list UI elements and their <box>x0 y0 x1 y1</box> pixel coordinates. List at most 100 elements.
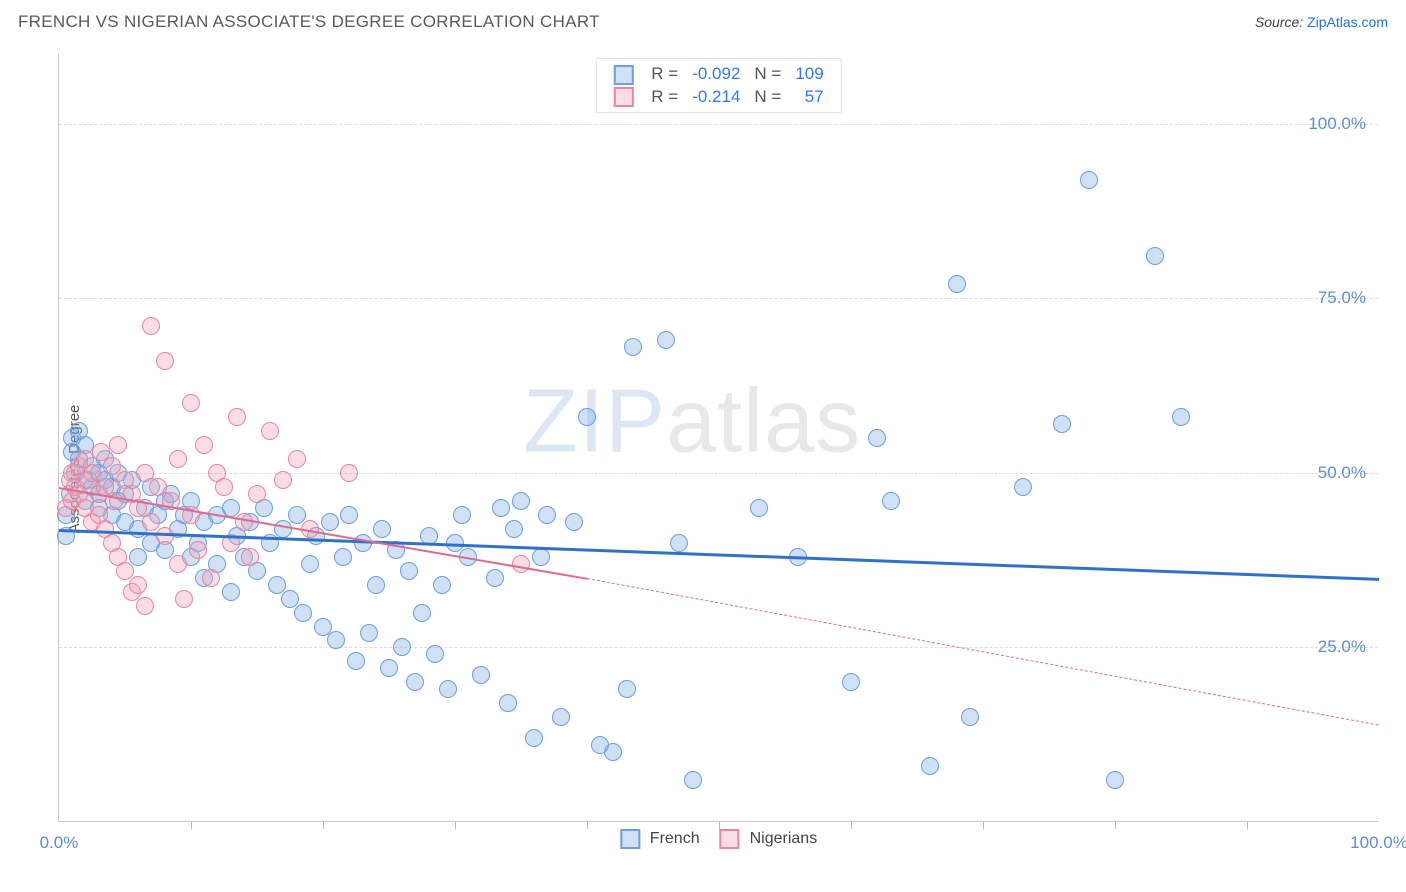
ytick-label: 75.0% <box>1318 288 1366 308</box>
data-point-french <box>618 680 636 698</box>
stat-N-value: 109 <box>788 63 830 86</box>
data-point-nigerians <box>182 394 200 412</box>
ytick-label: 100.0% <box>1308 114 1366 134</box>
ytick-label: 25.0% <box>1318 637 1366 657</box>
data-point-french <box>129 548 147 566</box>
chart-source: Source: ZipAtlas.com <box>1255 14 1388 30</box>
data-point-french <box>961 708 979 726</box>
watermark-rest: atlas <box>666 372 861 472</box>
stat-R-label: R = <box>644 63 685 86</box>
data-point-french <box>842 673 860 691</box>
data-point-french <box>347 652 365 670</box>
gridline-h <box>59 124 1378 125</box>
data-point-french <box>360 624 378 642</box>
data-point-french <box>373 520 391 538</box>
data-point-nigerians <box>136 597 154 615</box>
data-point-french <box>882 492 900 510</box>
data-point-french <box>684 771 702 789</box>
legend-stats: R =-0.092N =109R =-0.214N =57 <box>595 58 841 113</box>
data-point-french <box>512 492 530 510</box>
data-point-french <box>948 275 966 293</box>
data-point-french <box>400 562 418 580</box>
data-point-french <box>439 680 457 698</box>
data-point-nigerians <box>228 408 246 426</box>
legend-series: French Nigerians <box>620 829 817 849</box>
data-point-french <box>532 548 550 566</box>
data-point-nigerians <box>248 485 266 503</box>
legend-series-item: Nigerians <box>720 829 818 849</box>
xtick-mark <box>719 821 720 829</box>
data-point-nigerians <box>142 317 160 335</box>
data-point-french <box>222 583 240 601</box>
xtick-mark <box>983 821 984 829</box>
data-point-french <box>472 666 490 684</box>
data-point-french <box>1146 247 1164 265</box>
data-point-french <box>492 499 510 517</box>
data-point-nigerians <box>288 450 306 468</box>
xtick-mark <box>455 821 456 829</box>
data-point-french <box>868 429 886 447</box>
data-point-french <box>380 659 398 677</box>
chart-container: Associate's Degree ZIPatlas R =-0.092N =… <box>0 46 1406 892</box>
data-point-french <box>486 569 504 587</box>
data-point-french <box>393 638 411 656</box>
data-point-french <box>670 534 688 552</box>
xtick-mark <box>191 821 192 829</box>
data-point-nigerians <box>169 450 187 468</box>
data-point-french <box>1053 415 1071 433</box>
legend-swatch <box>613 65 633 85</box>
chart-header: FRENCH VS NIGERIAN ASSOCIATE'S DEGREE CO… <box>0 0 1406 38</box>
data-point-french <box>1172 408 1190 426</box>
legend-series-label: French <box>650 830 700 848</box>
xtick-label: 0.0% <box>40 833 79 853</box>
data-point-nigerians <box>189 541 207 559</box>
gridline-h <box>59 473 1378 474</box>
data-point-french <box>301 555 319 573</box>
data-point-french <box>406 673 424 691</box>
ytick-label: 50.0% <box>1318 463 1366 483</box>
data-point-french <box>657 331 675 349</box>
plot-area: ZIPatlas R =-0.092N =109R =-0.214N =57 F… <box>58 54 1378 822</box>
data-point-french <box>552 708 570 726</box>
data-point-french <box>538 506 556 524</box>
watermark: ZIPatlas <box>523 371 861 474</box>
stat-R-label: R = <box>644 86 685 109</box>
legend-stats-table: R =-0.092N =109R =-0.214N =57 <box>606 63 830 108</box>
chart-title: FRENCH VS NIGERIAN ASSOCIATE'S DEGREE CO… <box>18 12 600 32</box>
data-point-nigerians <box>169 555 187 573</box>
legend-swatch <box>620 829 640 849</box>
legend-stat-row: R =-0.214N =57 <box>606 86 830 109</box>
data-point-french <box>433 576 451 594</box>
xtick-mark <box>587 821 588 829</box>
xtick-mark <box>323 821 324 829</box>
xtick-mark <box>1115 821 1116 829</box>
data-point-french <box>426 645 444 663</box>
data-point-french <box>505 520 523 538</box>
data-point-french <box>750 499 768 517</box>
data-point-french <box>1106 771 1124 789</box>
data-point-nigerians <box>109 436 127 454</box>
xtick-label: 100.0% <box>1350 833 1406 853</box>
data-point-french <box>340 506 358 524</box>
data-point-french <box>921 757 939 775</box>
data-point-nigerians <box>215 478 233 496</box>
stat-N-value: 57 <box>788 86 830 109</box>
legend-swatch <box>613 87 633 107</box>
data-point-nigerians <box>241 548 259 566</box>
source-prefix: Source: <box>1255 14 1307 30</box>
stat-N-label: N = <box>747 86 788 109</box>
legend-series-label: Nigerians <box>750 830 818 848</box>
data-point-nigerians <box>202 569 220 587</box>
data-point-french <box>294 604 312 622</box>
data-point-french <box>525 729 543 747</box>
source-link[interactable]: ZipAtlas.com <box>1307 14 1388 30</box>
legend-swatch <box>720 829 740 849</box>
data-point-nigerians <box>175 590 193 608</box>
data-point-french <box>334 548 352 566</box>
data-point-french <box>499 694 517 712</box>
gridline-h <box>59 298 1378 299</box>
data-point-nigerians <box>129 576 147 594</box>
legend-stat-row: R =-0.092N =109 <box>606 63 830 86</box>
data-point-nigerians <box>261 422 279 440</box>
data-point-french <box>413 604 431 622</box>
